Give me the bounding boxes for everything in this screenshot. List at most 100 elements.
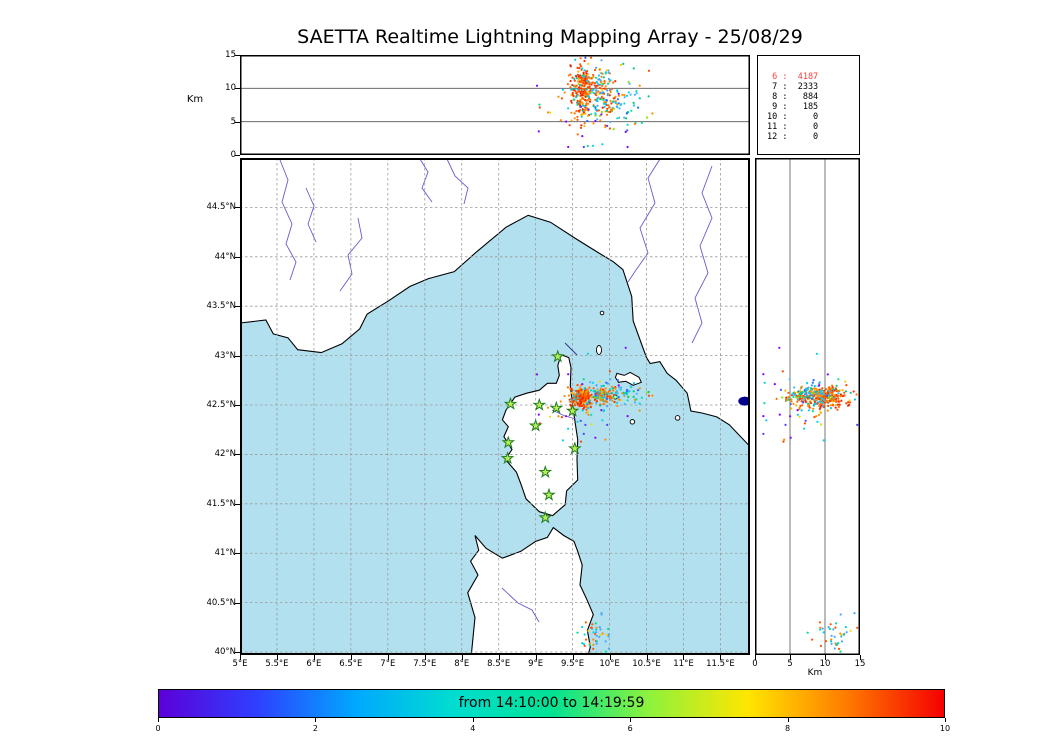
lat-tick-mark: [235, 355, 240, 357]
panel-frame: [755, 158, 860, 655]
lat-tick-mark: [235, 405, 240, 407]
right-axis-label: Km: [807, 668, 823, 678]
lon-tick-mark: [424, 655, 426, 660]
right-altitude-tick-mark: [790, 655, 791, 660]
lon-tick-label: 6°E: [306, 659, 322, 669]
lon-tick-mark: [572, 655, 574, 660]
mainland-coastline: [240, 158, 750, 448]
latlon-gridlines: [240, 158, 750, 655]
station-star-marker: [532, 397, 547, 411]
lon-tick-mark: [240, 655, 241, 660]
colorbar-tick-label: 8: [785, 724, 791, 733]
right-altitude-tick-label: 15: [854, 659, 866, 669]
lon-tick-label: 5.5°E: [265, 659, 289, 669]
figure-title: SAETTA Realtime Lightning Mapping Array …: [297, 26, 803, 48]
altitude-tick-label: 5: [230, 116, 236, 127]
right-altitude-tick-label: 10: [819, 659, 831, 669]
lat-tick-mark: [235, 454, 240, 456]
station-star-marker: [538, 510, 553, 524]
station-star-marker: [500, 451, 515, 465]
counts-row: 12 : 0: [767, 132, 819, 142]
altitude-gridlines: [240, 87, 750, 123]
altitude-tick-label: 15: [225, 50, 236, 60]
lon-altitude-plot: [240, 55, 750, 155]
lon-tick-mark: [276, 655, 278, 660]
lat-tick-label: 42°N: [214, 449, 236, 460]
lon-tick-mark: [683, 655, 685, 660]
altitude-axis-label: Km: [186, 94, 204, 105]
altitude-tick-mark: [235, 155, 240, 156]
lat-tick-label: 40°N: [214, 647, 236, 658]
lon-tick-label: 10°E: [599, 659, 620, 669]
time-colorbar: from 14:10:00 to 14:19:59: [158, 689, 945, 718]
corsica-island: [501, 353, 579, 517]
counts-row: 8 : 884: [767, 92, 819, 102]
lon-tick-label: 7°E: [380, 659, 396, 669]
montecristo-island: [629, 419, 636, 425]
lon-tick-mark: [313, 655, 315, 660]
lat-tick-label: 44.5°N: [206, 202, 236, 213]
station-star-marker: [503, 396, 518, 410]
lightning-points-altlat: [762, 346, 859, 653]
giglio-island: [674, 415, 681, 421]
lon-tick-mark: [387, 655, 389, 660]
altitude-tick-mark: [235, 55, 240, 56]
lat-tick-mark: [235, 602, 240, 604]
map-frame: [240, 158, 750, 655]
colorbar-tick-label: 6: [627, 724, 633, 733]
lon-tick-mark: [461, 655, 463, 660]
station-star-marker: [528, 418, 543, 432]
lon-tick-label: 5°E: [232, 659, 248, 669]
counts-row: 6 : 4187: [767, 72, 819, 82]
gorgona-island: [599, 310, 605, 316]
lon-tick-mark: [535, 655, 537, 660]
lon-tick-mark: [498, 655, 500, 660]
lon-tick-label: 8°E: [454, 659, 470, 669]
lat-tick-mark: [235, 503, 240, 505]
lat-tick-mark: [235, 207, 240, 209]
lat-tick-mark: [235, 652, 240, 654]
colorbar-tick-mark: [945, 718, 946, 722]
lon-tick-mark: [350, 655, 352, 660]
station-star-marker: [549, 400, 564, 414]
lat-tick-mark: [235, 553, 240, 555]
lat-tick-label: 41.5°N: [206, 498, 236, 509]
altitude-tick-mark: [235, 88, 240, 90]
lon-tick-label: 9.5°E: [561, 659, 585, 669]
lon-tick-mark: [646, 655, 648, 660]
right-altitude-tick-mark: [755, 655, 756, 660]
colorbar-tick-mark: [158, 718, 159, 722]
station-markers: [500, 349, 582, 524]
lon-tick-label: 11°E: [673, 659, 694, 669]
counts-row: 11 : 0: [767, 122, 819, 132]
station-star-marker: [501, 435, 516, 449]
altitude-lat-plot: [755, 158, 860, 655]
lon-tick-label: 9°E: [528, 659, 544, 669]
colorbar-tick-label: 0: [155, 724, 161, 733]
capraia-island: [596, 345, 602, 355]
lon-tick-label: 10.5°E: [632, 659, 661, 669]
counts-row: 7 : 2333: [767, 82, 819, 92]
altitude-tick-mark: [235, 121, 240, 123]
lat-tick-label: 41°N: [214, 548, 236, 559]
flash-marker: [738, 396, 750, 406]
station-star-marker: [565, 403, 580, 417]
lat-tick-mark: [235, 256, 240, 258]
geographic-map: [240, 158, 750, 655]
altitude-lat-panel: [755, 158, 860, 655]
colorbar-tick-mark: [472, 718, 474, 722]
lon-tick-label: 7.5°E: [413, 659, 437, 669]
right-altitude-tick-label: 5: [787, 659, 793, 669]
counts-row: 10 : 0: [767, 112, 819, 122]
colorbar-tick-mark: [630, 718, 632, 722]
panel-frame: [240, 55, 750, 155]
lon-tick-mark: [609, 655, 611, 660]
colorbar-tick-label: 2: [312, 724, 318, 733]
right-altitude-tick-mark: [825, 655, 826, 660]
right-altitude-tick-mark: [860, 655, 861, 660]
lightning-points-lonalt: [535, 56, 654, 149]
station-star-marker: [538, 465, 553, 478]
colorbar-tick-label: 10: [939, 724, 951, 733]
